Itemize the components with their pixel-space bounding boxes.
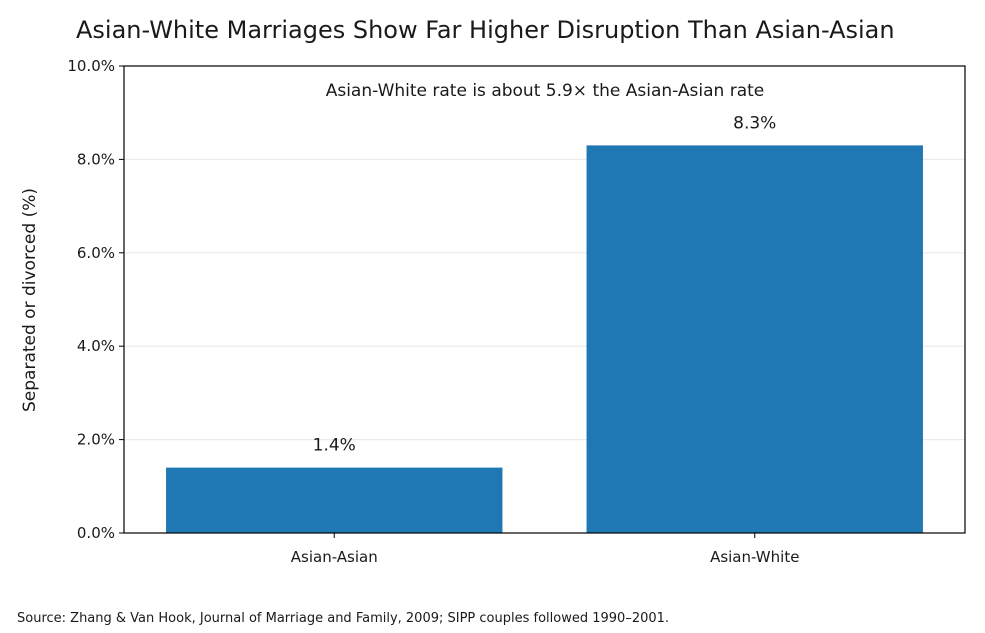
- x-tick-label: Asian-Asian: [291, 548, 378, 566]
- chart-title: Asian-White Marriages Show Far Higher Di…: [76, 16, 895, 44]
- plot-frame: [123, 65, 966, 534]
- y-tick-label: 6.0%: [77, 244, 115, 262]
- x-axis-ticks: Asian-Asian Asian-White: [291, 533, 799, 566]
- bar-value-labels: 1.4% 8.3%: [313, 113, 777, 455]
- ratio-annotation: Asian-White rate is about 5.9× the Asian…: [326, 81, 765, 101]
- source-note: Source: Zhang & Van Hook, Journal of Mar…: [17, 611, 669, 626]
- y-tick-label: 2.0%: [77, 431, 115, 449]
- y-axis-label: Separated or divorced (%): [20, 188, 40, 412]
- bar-value-label: 8.3%: [733, 113, 776, 133]
- bar-value-label: 1.4%: [313, 436, 356, 456]
- y-axis-ticks: 0.0% 2.0% 4.0% 6.0% 8.0% 10.0%: [67, 57, 124, 542]
- y-tick-label: 10.0%: [67, 57, 115, 75]
- bar: [166, 467, 503, 533]
- x-tick-label: Asian-White: [710, 548, 799, 566]
- bars: [166, 145, 923, 533]
- y-tick-label: 8.0%: [77, 150, 115, 168]
- y-tick-label: 0.0%: [77, 524, 115, 542]
- y-tick-label: 4.0%: [77, 337, 115, 355]
- bar: [586, 145, 923, 533]
